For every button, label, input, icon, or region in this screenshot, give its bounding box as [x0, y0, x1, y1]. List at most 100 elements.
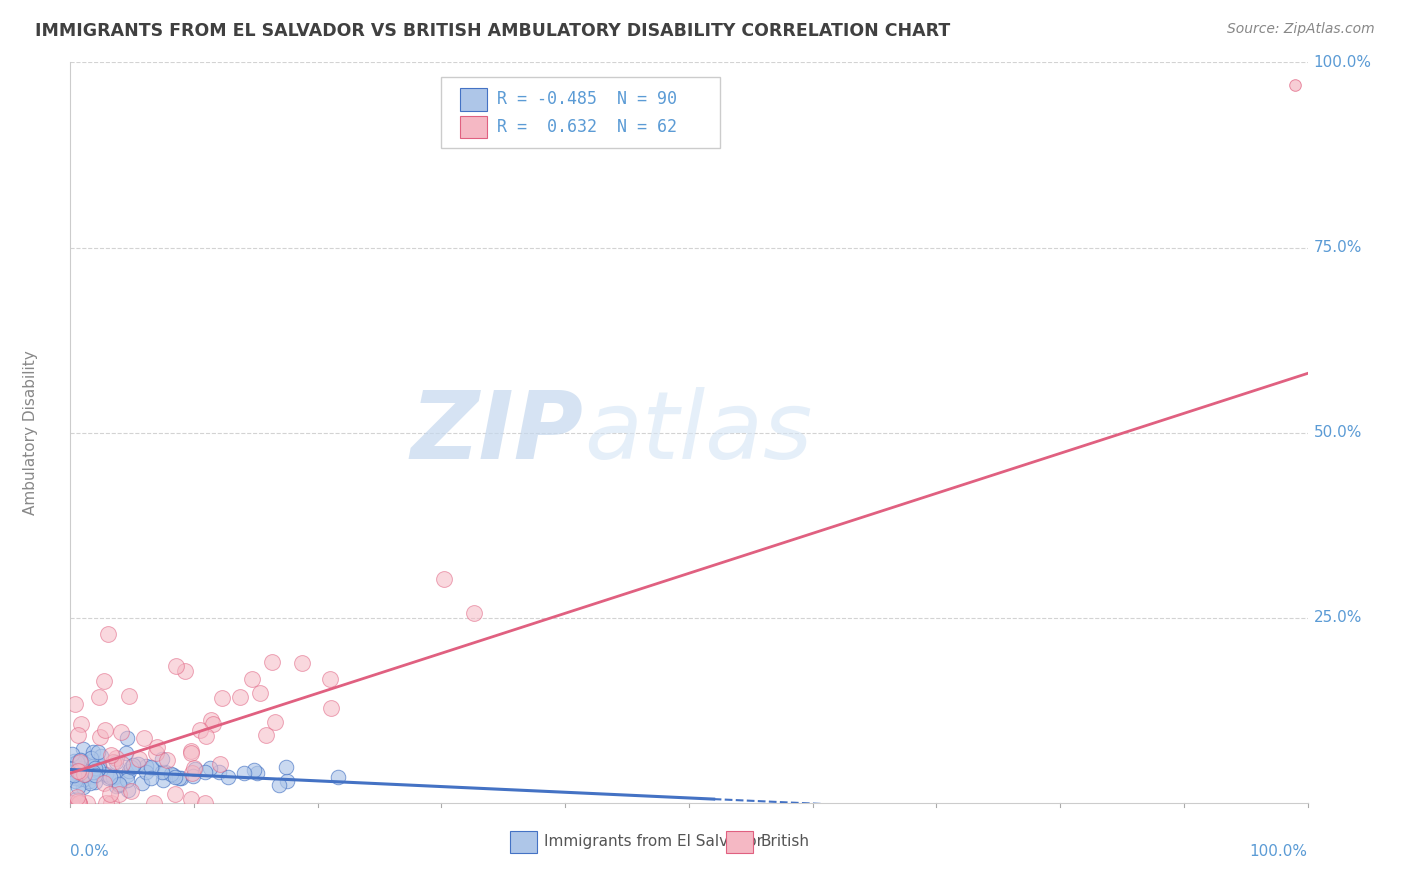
Point: [240, 672, 263, 686]
Point: [67, 796, 90, 810]
Point: [114, 746, 136, 760]
Point: [63, 773, 86, 788]
Point: [159, 766, 181, 780]
Point: [276, 773, 298, 788]
Point: [290, 656, 312, 670]
FancyBboxPatch shape: [509, 831, 537, 853]
Point: [69, 755, 91, 769]
Point: [84, 761, 107, 775]
Point: [180, 792, 202, 806]
Point: [70, 716, 93, 731]
Point: [89, 759, 111, 773]
Point: [180, 744, 202, 758]
Point: [243, 763, 266, 777]
Point: [267, 778, 290, 792]
Point: [115, 767, 138, 781]
Text: Source: ZipAtlas.com: Source: ZipAtlas.com: [1227, 22, 1375, 37]
Point: [66, 794, 89, 808]
FancyBboxPatch shape: [725, 831, 754, 853]
Point: [120, 784, 142, 798]
Point: [139, 760, 162, 774]
Point: [183, 760, 205, 774]
Point: [63, 768, 86, 782]
Point: [132, 731, 155, 745]
Point: [155, 764, 177, 779]
Text: 50.0%: 50.0%: [1313, 425, 1362, 440]
Point: [67, 796, 90, 810]
Point: [96, 796, 118, 810]
Point: [73, 772, 96, 786]
Point: [80, 770, 103, 784]
Text: R = -0.485  N = 90: R = -0.485 N = 90: [498, 90, 678, 109]
Point: [198, 761, 221, 775]
Point: [183, 762, 205, 776]
FancyBboxPatch shape: [460, 88, 488, 111]
Point: [100, 796, 122, 810]
Point: [115, 731, 138, 745]
Text: British: British: [761, 834, 810, 849]
Point: [105, 751, 128, 765]
Point: [169, 771, 191, 785]
Point: [70, 761, 93, 775]
Point: [150, 752, 173, 766]
Point: [69, 772, 91, 787]
Point: [87, 745, 110, 759]
Point: [101, 756, 124, 770]
Point: [66, 755, 89, 769]
Point: [162, 768, 184, 782]
Point: [188, 723, 211, 738]
Point: [83, 768, 105, 782]
Text: atlas: atlas: [583, 387, 813, 478]
Point: [208, 765, 231, 780]
Text: Ambulatory Disability: Ambulatory Disability: [24, 351, 38, 515]
Point: [433, 572, 456, 586]
Point: [76, 796, 98, 810]
Point: [463, 606, 485, 620]
Point: [100, 787, 122, 801]
Point: [181, 765, 204, 780]
Point: [228, 690, 250, 705]
Point: [75, 763, 97, 777]
Point: [69, 753, 91, 767]
Point: [111, 756, 134, 771]
Text: 75.0%: 75.0%: [1313, 240, 1362, 255]
Point: [69, 757, 91, 772]
Point: [249, 685, 271, 699]
Point: [195, 729, 218, 743]
Point: [118, 690, 141, 704]
Point: [90, 749, 112, 764]
Point: [66, 780, 89, 794]
Point: [128, 751, 150, 765]
Point: [263, 715, 285, 730]
Point: [165, 659, 187, 673]
Point: [122, 757, 145, 772]
Point: [73, 763, 96, 777]
Point: [200, 713, 222, 727]
Point: [63, 754, 86, 768]
Point: [73, 768, 96, 782]
Point: [79, 776, 101, 790]
Point: [72, 780, 94, 794]
Point: [72, 742, 94, 756]
Point: [77, 774, 100, 789]
Point: [87, 690, 110, 704]
Point: [120, 760, 142, 774]
Point: [83, 774, 105, 789]
Point: [107, 777, 129, 791]
Point: [117, 783, 139, 797]
Point: [108, 787, 131, 801]
Point: [104, 755, 127, 769]
Text: R =  0.632  N = 62: R = 0.632 N = 62: [498, 118, 678, 136]
Point: [94, 768, 117, 782]
Point: [180, 746, 202, 760]
Text: 100.0%: 100.0%: [1313, 55, 1372, 70]
Point: [115, 773, 138, 788]
Point: [152, 772, 174, 787]
Point: [72, 767, 94, 781]
Point: [80, 754, 103, 768]
Point: [194, 764, 217, 779]
Point: [105, 779, 128, 793]
Point: [66, 764, 89, 778]
Point: [108, 778, 131, 792]
Point: [211, 691, 233, 706]
